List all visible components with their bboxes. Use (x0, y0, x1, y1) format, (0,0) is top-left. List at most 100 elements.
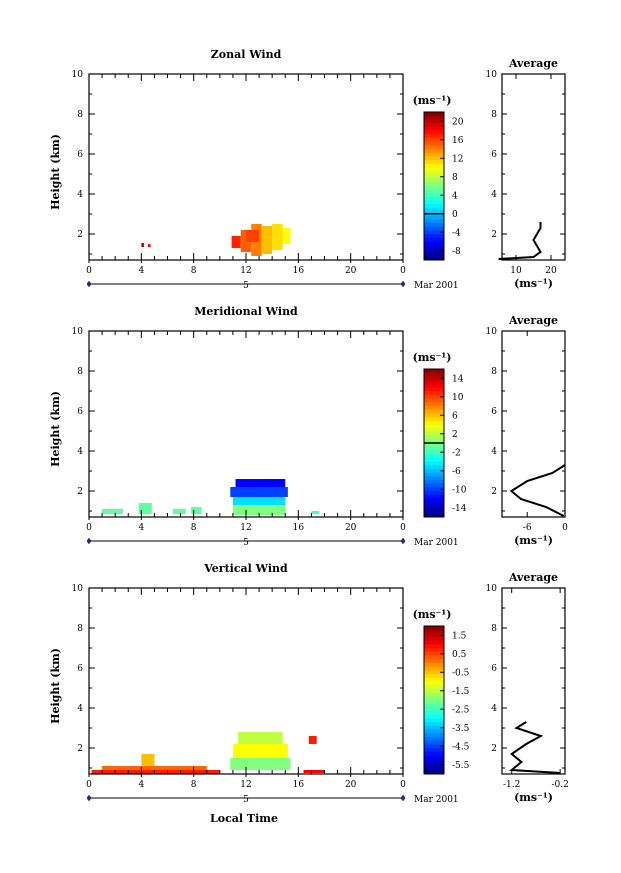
x-tick-label: 12 (240, 266, 251, 276)
heatmap-cell (282, 228, 291, 244)
colorbar-segment (424, 200, 444, 205)
colorbar-segment (424, 256, 444, 261)
colorbar-segment (424, 450, 444, 455)
colorbar-unit: (ms⁻¹) (413, 608, 452, 621)
colorbar-segment (424, 483, 444, 488)
x-tick-label: 20 (345, 780, 357, 790)
colorbar-segment (424, 167, 444, 172)
colorbar-tick-label: -2 (452, 448, 461, 458)
colorbar-segment (424, 759, 444, 764)
heatmap-cell (230, 487, 288, 497)
colorbar-tick-label: 14 (452, 374, 464, 384)
heatmap-cell (311, 511, 320, 514)
colorbar-tick-label: 12 (452, 154, 463, 164)
date-bar-marker (87, 796, 91, 800)
panel-title: Zonal Wind (211, 48, 282, 61)
x-tick-label: 0 (400, 266, 406, 276)
average-y-tick-label: 6 (491, 664, 497, 674)
colorbar-segment (424, 509, 444, 514)
average-title: Average (508, 57, 558, 70)
average-y-tick-label: 4 (491, 190, 497, 200)
average-profile-line (509, 464, 566, 517)
colorbar-tick-label: 8 (452, 173, 458, 183)
colorbar-segment (424, 141, 444, 146)
average-frame (501, 587, 566, 775)
colorbar-segment (424, 219, 444, 224)
x-tick-label: 16 (293, 523, 305, 533)
heatmap-cell (261, 226, 273, 254)
colorbar-tick-label: -4.5 (452, 742, 470, 752)
y-tick-label: 8 (77, 624, 83, 634)
colorbar-tick-label: -0.5 (452, 668, 470, 678)
colorbar-segment (424, 476, 444, 481)
y-axis-label: Height (km) (49, 648, 62, 724)
heatmap-cell (172, 509, 186, 514)
colorbar-segment (424, 443, 444, 448)
average-x-tick-label: -1.2 (503, 780, 520, 790)
colorbar-segment (424, 770, 444, 775)
colorbar-segment (424, 666, 444, 671)
colorbar-segment (424, 729, 444, 734)
average-y-tick-label: 2 (491, 230, 497, 240)
colorbar-segment (424, 383, 444, 388)
colorbar-tick-label: 6 (452, 411, 458, 421)
colorbar-segment (424, 152, 444, 157)
average-profile-line (498, 222, 542, 260)
y-axis-label: Height (km) (49, 134, 62, 210)
colorbar-segment (424, 376, 444, 381)
panel-title: Vertical Wind (203, 562, 288, 575)
colorbar-segment (424, 633, 444, 638)
colorbar-segment (424, 502, 444, 507)
colorbar-segment (424, 725, 444, 731)
colorbar-segment (424, 629, 444, 634)
colorbar-segment (424, 428, 444, 433)
x-tick-label: 12 (240, 780, 251, 790)
x-tick-label: 16 (293, 780, 305, 790)
y-axis-label: Height (km) (49, 391, 62, 467)
colorbar-tick-label: 0.5 (452, 650, 467, 660)
colorbar-tick-label: 16 (452, 136, 464, 146)
x-tick-label: 20 (345, 523, 357, 533)
colorbar-segment (424, 663, 444, 668)
colorbar-segment (424, 740, 444, 745)
colorbar-segment (424, 156, 444, 161)
x-axis-label: Local Time (210, 812, 278, 825)
average-x-label: (ms⁻¹) (514, 534, 553, 547)
y-tick-label: 4 (77, 190, 83, 200)
colorbar-segment (424, 472, 444, 477)
average-title: Average (508, 571, 558, 584)
date-bar-marker (401, 282, 405, 286)
colorbar-segment (424, 714, 444, 719)
heatmap-cell (141, 243, 144, 247)
colorbar-segment (424, 722, 444, 727)
colorbar-segment (424, 751, 444, 756)
colorbar-segment (424, 248, 444, 254)
colorbar-segment (424, 387, 444, 392)
colorbar-segment (424, 230, 444, 235)
colorbar-segment (424, 513, 444, 518)
colorbar-segment (424, 461, 444, 466)
colorbar-segment (424, 134, 444, 139)
date-bar-marker (87, 539, 91, 543)
colorbar-tick-label: -3.5 (452, 724, 470, 734)
date-center-label: 5 (243, 281, 249, 291)
average-frame (501, 330, 566, 518)
date-right-label: Mar 2001 (414, 281, 459, 291)
colorbar-frame (423, 111, 445, 261)
heatmap-cell (232, 744, 288, 758)
colorbar-segment (424, 174, 444, 180)
heatmap-cell (246, 230, 260, 242)
colorbar-segment (424, 417, 444, 422)
colorbar-segment (424, 498, 444, 503)
colorbar-tick-label: -1.5 (452, 687, 470, 697)
heatmap-cell (308, 736, 317, 744)
colorbar-segment (424, 681, 444, 686)
heatmap-cell (141, 754, 155, 766)
colorbar-segment (424, 762, 444, 768)
colorbar-segment (424, 703, 444, 708)
colorbar-segment (424, 372, 444, 377)
colorbar-segment (424, 491, 444, 496)
colorbar-segment (424, 394, 444, 400)
colorbar-segment (424, 234, 444, 239)
x-tick-label: 20 (345, 266, 357, 276)
